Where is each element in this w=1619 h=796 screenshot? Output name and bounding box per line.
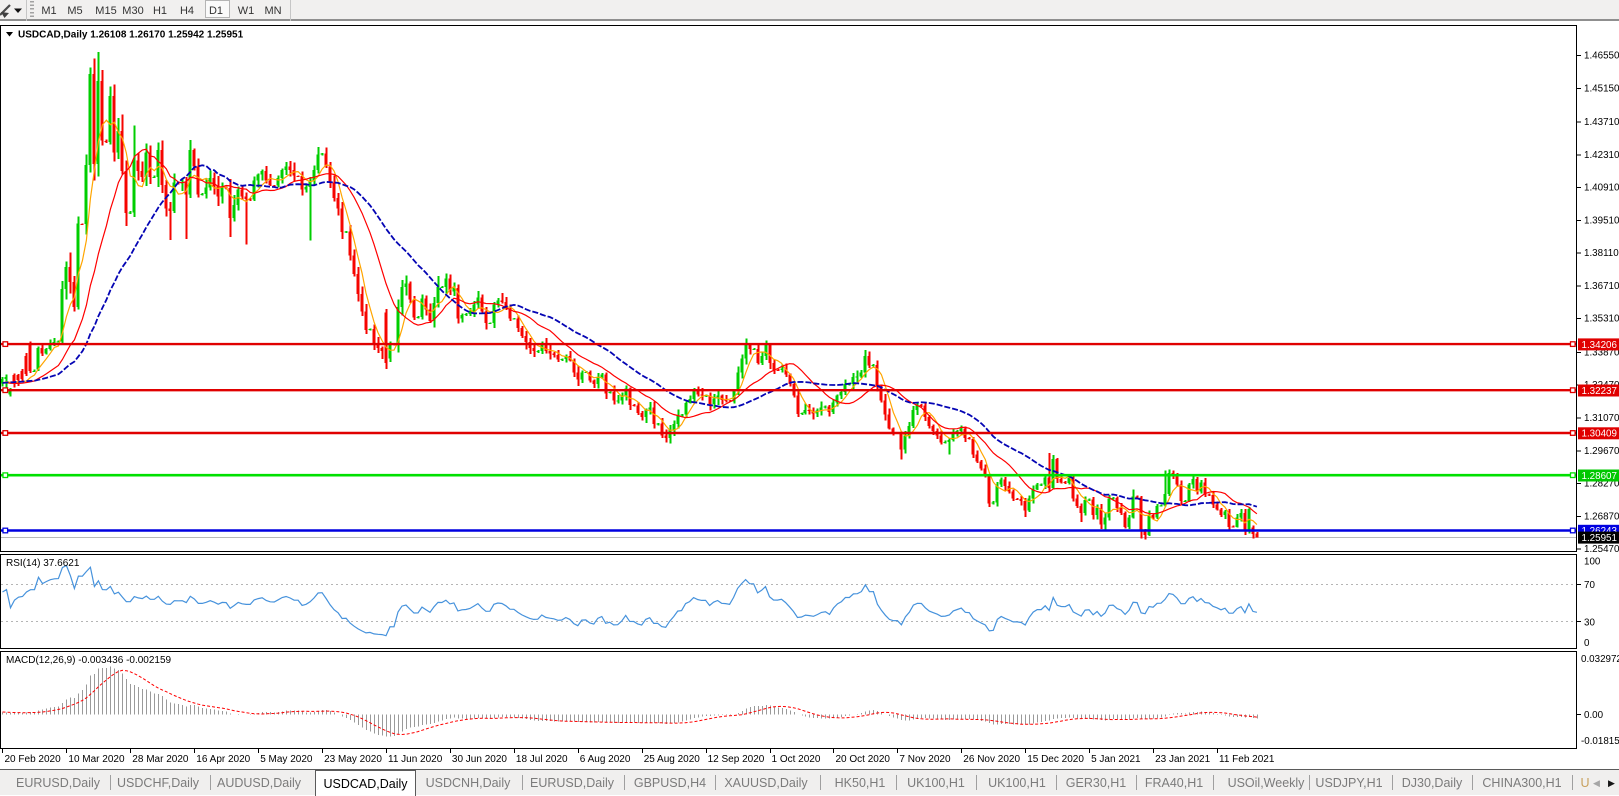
- svg-text:25 Aug 2020: 25 Aug 2020: [644, 754, 701, 765]
- svg-text:1.38110: 1.38110: [1584, 248, 1619, 259]
- svg-text:1.31070: 1.31070: [1584, 413, 1619, 424]
- svg-text:12 Sep 2020: 12 Sep 2020: [708, 754, 765, 765]
- svg-text:5 May 2020: 5 May 2020: [260, 754, 313, 765]
- svg-text:26 Nov 2020: 26 Nov 2020: [963, 754, 1020, 765]
- svg-text:1.35310: 1.35310: [1584, 314, 1619, 325]
- svg-text:16 Apr 2020: 16 Apr 2020: [196, 754, 250, 765]
- svg-text:18 Jul 2020: 18 Jul 2020: [516, 754, 568, 765]
- svg-text:1.40910: 1.40910: [1584, 183, 1619, 194]
- svg-text:MACD(12,26,9) -0.003436 -0.002: MACD(12,26,9) -0.003436 -0.002159: [6, 655, 172, 666]
- svg-text:5 Jan 2021: 5 Jan 2021: [1091, 754, 1141, 765]
- svg-text:1.32237: 1.32237: [1582, 386, 1617, 397]
- svg-text:1.33870: 1.33870: [1584, 348, 1619, 359]
- svg-text:1.29670: 1.29670: [1584, 446, 1619, 457]
- svg-text:1.28270: 1.28270: [1584, 479, 1619, 490]
- svg-text:11 Jun 2020: 11 Jun 2020: [388, 754, 443, 765]
- svg-text:1.25470: 1.25470: [1584, 544, 1619, 555]
- svg-text:20 Oct 2020: 20 Oct 2020: [836, 754, 891, 765]
- svg-text:0.032972: 0.032972: [1581, 654, 1619, 665]
- svg-text:1.42310: 1.42310: [1584, 150, 1619, 161]
- svg-text:15 Dec 2020: 15 Dec 2020: [1027, 754, 1084, 765]
- svg-text:1.34206: 1.34206: [1582, 340, 1618, 351]
- svg-text:RSI(14) 37.6621: RSI(14) 37.6621: [6, 558, 80, 569]
- svg-text:1.30409: 1.30409: [1582, 429, 1617, 440]
- svg-text:30 Jun 2020: 30 Jun 2020: [452, 754, 507, 765]
- svg-text:1.26870: 1.26870: [1584, 511, 1619, 522]
- svg-text:70: 70: [1584, 580, 1595, 591]
- svg-text:23 May 2020: 23 May 2020: [324, 754, 382, 765]
- svg-text:30: 30: [1584, 617, 1595, 628]
- svg-text:1.43710: 1.43710: [1584, 117, 1619, 128]
- svg-text:USDCAD,Daily 1.26108 1.26170: USDCAD,Daily 1.26108 1.26170 1.25942 1.2…: [18, 30, 244, 41]
- svg-text:1.36710: 1.36710: [1584, 281, 1619, 292]
- svg-text:0: 0: [1584, 638, 1590, 649]
- svg-text:28 Mar 2020: 28 Mar 2020: [132, 754, 189, 765]
- svg-text:6 Aug 2020: 6 Aug 2020: [580, 754, 631, 765]
- svg-text:-0.01815: -0.01815: [1581, 736, 1619, 747]
- svg-text:0.00: 0.00: [1584, 710, 1604, 721]
- svg-text:1 Oct 2020: 1 Oct 2020: [772, 754, 821, 765]
- svg-text:100: 100: [1584, 557, 1601, 568]
- svg-text:11 Feb 2021: 11 Feb 2021: [1219, 754, 1275, 765]
- svg-text:1.45150: 1.45150: [1584, 83, 1619, 94]
- svg-text:23 Jan 2021: 23 Jan 2021: [1155, 754, 1210, 765]
- svg-text:1.39510: 1.39510: [1584, 215, 1619, 226]
- svg-text:1.25951: 1.25951: [1582, 533, 1617, 544]
- svg-text:1.28607: 1.28607: [1582, 471, 1617, 482]
- svg-text:20 Feb 2020: 20 Feb 2020: [5, 754, 62, 765]
- svg-text:1.46550: 1.46550: [1584, 51, 1619, 62]
- svg-text:10 Mar 2020: 10 Mar 2020: [68, 754, 125, 765]
- svg-text:7 Nov 2020: 7 Nov 2020: [899, 754, 951, 765]
